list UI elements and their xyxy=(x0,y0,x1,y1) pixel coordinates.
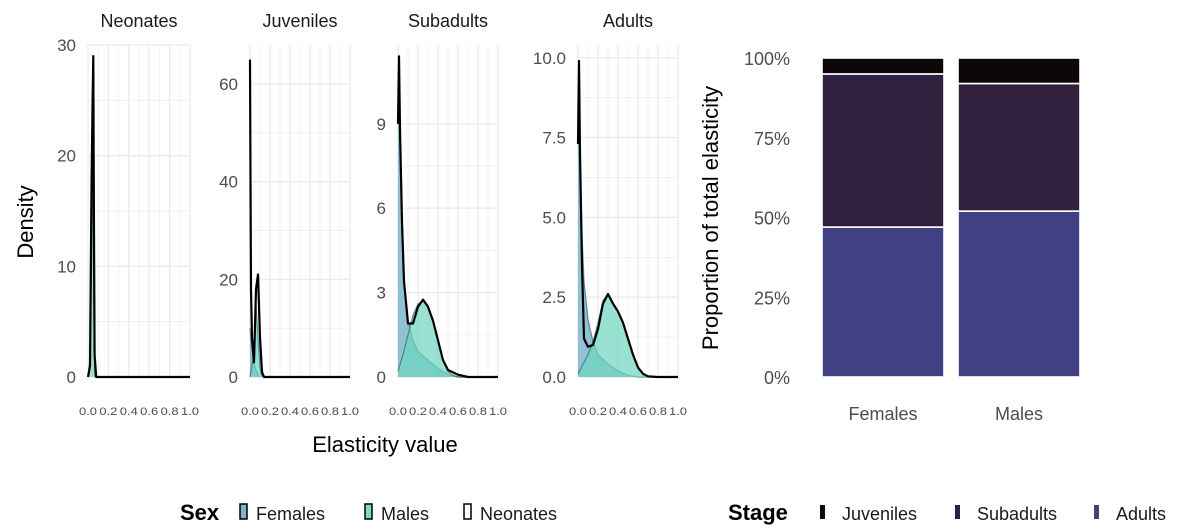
legend-label: Subadults xyxy=(977,504,1057,524)
legend-key-subadults xyxy=(955,505,960,519)
density-panel-juveniles: 0 20 40 60 Juveniles 0.0 0.2 0.4 0.6 0.8 1.0 xyxy=(219,11,359,418)
x-tick-label: 0.0 xyxy=(241,406,259,418)
y-tick-label: 20 xyxy=(57,147,76,166)
legend-key-adults xyxy=(1094,505,1099,519)
legend-label: Neonates xyxy=(480,504,557,524)
x-tick-label: 0.4 xyxy=(609,406,627,418)
x-tick-label: 0.8 xyxy=(649,406,667,418)
elasticity-axis-label: Elasticity value xyxy=(312,432,458,457)
x-tick-label: 0.8 xyxy=(161,406,179,418)
y-tick-label: 6 xyxy=(377,199,386,218)
density-area-males xyxy=(578,294,678,377)
bar-segment-subadults xyxy=(957,82,1081,212)
density-area-males xyxy=(398,301,498,377)
x-tick-label: 0.6 xyxy=(140,406,158,418)
stacked-bar-panel: 0% 25% 50% 75% 100% Females Males xyxy=(744,49,1081,424)
y-tick-label: 0 xyxy=(67,368,76,387)
proportion-axis-label: Proportion of total elasticity xyxy=(698,86,723,350)
y-tick-label: 0 xyxy=(377,368,386,387)
legend-label: Males xyxy=(381,504,429,524)
y-tick-label: 9 xyxy=(377,115,386,134)
x-category-label: Females xyxy=(848,404,917,424)
panel-title: Juveniles xyxy=(262,11,337,31)
density-line-neonates xyxy=(396,55,498,379)
panel-title: Subadults xyxy=(408,11,488,31)
bar-segment-adults xyxy=(957,210,1081,378)
y-tick-label: 0 xyxy=(229,368,238,387)
x-tick-label: 0.2 xyxy=(99,406,117,418)
x-tick-label: 0.4 xyxy=(281,406,299,418)
x-tick-label: 0.2 xyxy=(589,406,607,418)
y-tick-label: 0.0 xyxy=(542,368,566,387)
density-panel-subadults: 0 3 6 9 Subadults 0.0 0.2 0.4 0.6 0.8 1.0 xyxy=(377,11,507,418)
y-tick-label: 10.0 xyxy=(533,49,566,68)
legend-title-stage: Stage xyxy=(728,500,788,525)
legend-label: Females xyxy=(256,504,325,524)
legend-title-sex: Sex xyxy=(180,500,220,525)
x-tick-label: 1.0 xyxy=(489,406,507,418)
legend-key-juveniles xyxy=(820,505,825,519)
x-tick-label: 0.6 xyxy=(449,406,467,418)
y-tick-label: 2.5 xyxy=(542,288,566,307)
x-tick-label: 0.0 xyxy=(389,406,407,418)
x-tick-label: 1.0 xyxy=(181,406,199,418)
y-tick-label: 30 xyxy=(57,36,76,55)
density-line-neonates xyxy=(86,55,190,379)
x-tick-label: 0.4 xyxy=(120,406,138,418)
panel-title: Neonates xyxy=(100,11,177,31)
y-tick-label: 5.0 xyxy=(542,208,566,227)
bar-segment-juveniles xyxy=(957,57,1081,85)
x-tick-label: 0.2 xyxy=(409,406,427,418)
legend-key-males xyxy=(364,503,373,520)
x-tick-label: 0.6 xyxy=(301,406,319,418)
density-panel-neonates: 0 10 20 30 Neonates 0.0 0.2 0.4 0.6 0.8 1.0 xyxy=(57,11,199,418)
y-tick-label: 10 xyxy=(57,257,76,276)
x-tick-label: 0.2 xyxy=(261,406,279,418)
y-tick-label: 40 xyxy=(219,173,238,192)
x-category-label: Males xyxy=(995,404,1043,424)
density-line-neonates xyxy=(248,59,350,379)
y-tick-label: 50% xyxy=(754,209,790,229)
y-tick-label: 25% xyxy=(754,288,790,308)
y-tick-label: 60 xyxy=(219,75,238,94)
x-tick-label: 1.0 xyxy=(669,406,687,418)
density-axis-label: Density xyxy=(13,185,38,258)
x-tick-label: 0.4 xyxy=(429,406,447,418)
legend-key-neonates xyxy=(463,503,472,520)
legend-label: Juveniles xyxy=(842,504,917,524)
x-tick-label: 0.0 xyxy=(79,406,97,418)
y-tick-label: 75% xyxy=(754,129,790,149)
x-tick-label: 1.0 xyxy=(341,406,359,418)
legend-stage: Stage Juveniles Subadults Adults xyxy=(728,500,1166,525)
panel-title: Adults xyxy=(603,11,653,31)
y-tick-label: 7.5 xyxy=(542,129,566,148)
legend-key-females xyxy=(239,503,248,520)
density-line-neonates xyxy=(576,59,678,379)
legend-sex: Sex Females Males Neonates xyxy=(180,500,557,525)
y-tick-label: 0% xyxy=(764,368,790,388)
y-tick-label: 100% xyxy=(744,49,790,69)
bar-segment-subadults xyxy=(821,73,945,228)
y-tick-label: 20 xyxy=(219,270,238,289)
x-tick-label: 0.8 xyxy=(321,406,339,418)
bar-segment-juveniles xyxy=(821,57,945,75)
x-tick-label: 0.8 xyxy=(469,406,487,418)
y-tick-label: 3 xyxy=(377,284,386,303)
legend-label: Adults xyxy=(1116,504,1166,524)
x-tick-label: 0.0 xyxy=(569,406,587,418)
bar-segment-adults xyxy=(821,226,945,378)
x-tick-label: 0.6 xyxy=(629,406,647,418)
